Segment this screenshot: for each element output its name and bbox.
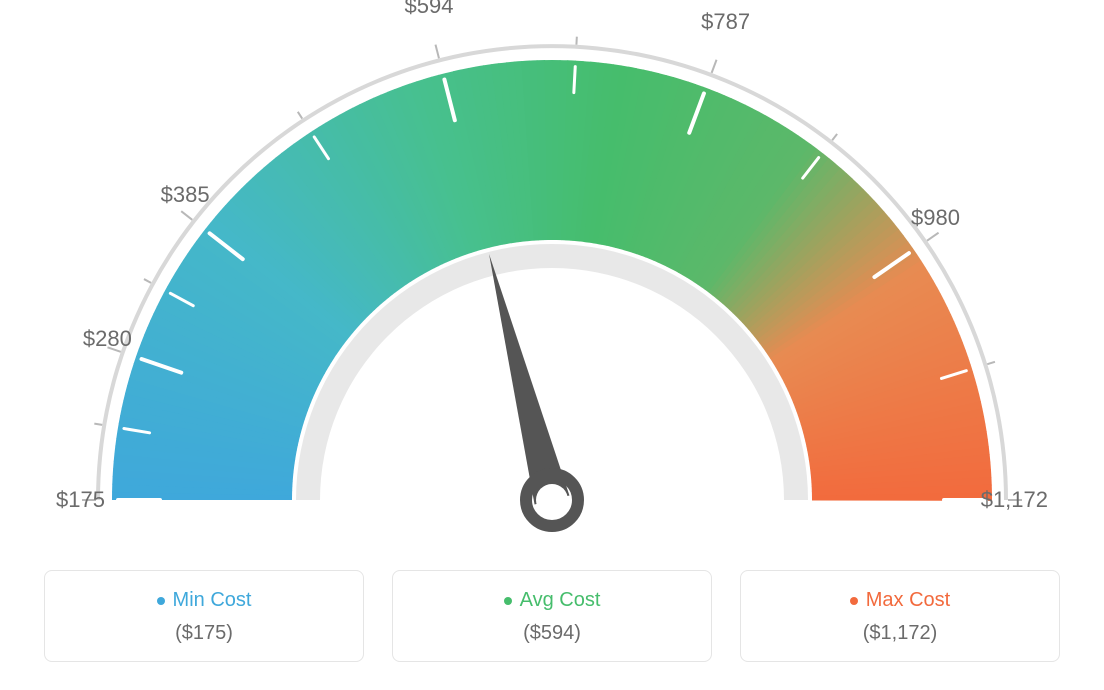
gauge-chart: $175 $280 $385 $594 $787 $980 $1,172 xyxy=(0,0,1104,560)
legend-box-max: Max Cost ($1,172) xyxy=(740,570,1060,662)
legend-value-max: ($1,172) xyxy=(751,622,1049,645)
gauge-tick-label: $280 xyxy=(83,326,132,352)
gauge-tick-label: $787 xyxy=(701,9,750,35)
legend-title-min: Min Cost xyxy=(157,589,252,612)
gauge-tick-label: $980 xyxy=(911,205,960,231)
legend-label-max: Max Cost xyxy=(866,589,950,612)
legend-value-avg: ($594) xyxy=(403,622,701,645)
legend-dot-min xyxy=(157,597,165,605)
legend-dot-avg xyxy=(504,597,512,605)
legend-title-max: Max Cost xyxy=(850,589,950,612)
legend-value-min: ($175) xyxy=(55,622,353,645)
gauge-tick-label: $594 xyxy=(405,0,454,19)
legend-title-avg: Avg Cost xyxy=(504,589,601,612)
legend-label-min: Min Cost xyxy=(173,589,252,612)
legend-box-min: Min Cost ($175) xyxy=(44,570,364,662)
legend-box-avg: Avg Cost ($594) xyxy=(392,570,712,662)
gauge-tick-label: $1,172 xyxy=(981,487,1048,513)
gauge-tick-label: $385 xyxy=(161,182,210,208)
gauge-tick-label: $175 xyxy=(56,487,105,513)
gauge-svg xyxy=(0,0,1104,560)
legend-dot-max xyxy=(850,597,858,605)
legend-row: Min Cost ($175) Avg Cost ($594) Max Cost… xyxy=(0,570,1104,662)
legend-label-avg: Avg Cost xyxy=(520,589,601,612)
